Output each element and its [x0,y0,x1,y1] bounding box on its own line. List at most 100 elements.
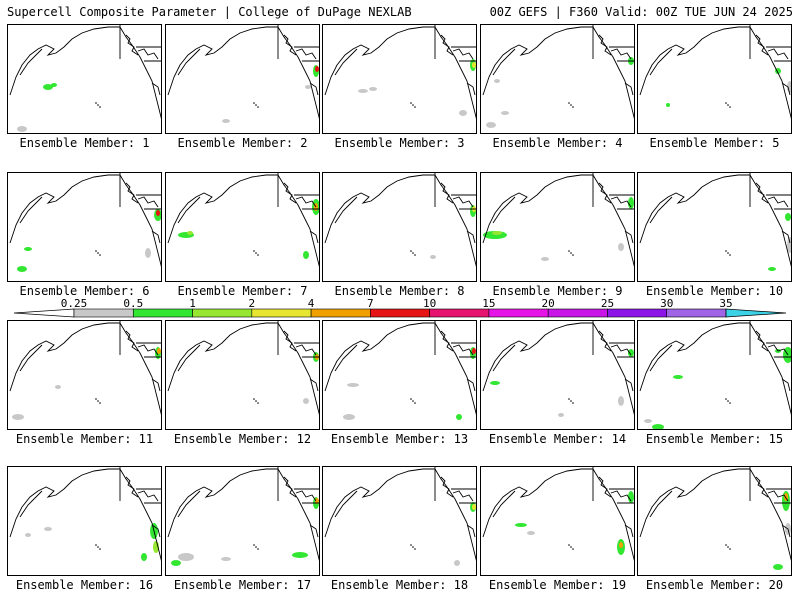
coastline [598,34,612,56]
coastline [434,26,476,119]
island [97,104,99,106]
coastline [598,182,612,204]
island [414,402,416,404]
coastline [309,230,319,244]
scp-contour-area [12,414,24,420]
coastline-map [482,321,634,417]
member-map [165,466,320,576]
scp-contour-area [494,79,500,83]
coastline [151,82,161,96]
scp-contour-area [666,103,670,107]
coastline-map [324,467,476,566]
scp-contour-area [17,266,27,272]
coastline [755,476,769,498]
colorbar-tick-label: 2 [249,297,256,310]
member-map [7,172,162,282]
coastline [767,196,789,208]
island [95,544,97,546]
island [99,548,101,550]
island [568,544,570,546]
island [570,546,572,548]
scp-contour-area [178,553,194,561]
coastline [440,34,454,56]
scp-contour-area [222,119,230,123]
ensemble-member-panel: Ensemble Member: 12 [165,320,320,446]
coastline [119,174,161,267]
coastline-map [639,173,791,271]
scp-contour-area [221,557,231,561]
scp-contour-area [515,523,527,527]
island [727,546,729,548]
coastline [598,330,612,352]
scp-contour-area [558,413,564,417]
coastline [482,26,593,96]
coastline [167,26,278,96]
coastline [610,196,632,208]
member-map [637,24,792,134]
coastline [167,322,278,392]
scp-contour-area [145,248,151,258]
colorbar-segment [547,308,608,318]
member-label: Ensemble Member: 7 [177,284,308,298]
island [570,252,572,254]
coastline [334,196,358,224]
coastline [492,490,516,518]
island [257,402,259,404]
coastline-map [9,173,161,272]
colorbar-tick-label: 0.25 [61,297,88,310]
run-valid-time: 00Z GEFS | F360 Valid: 00Z TUE JUN 24 20… [489,5,793,19]
island [253,398,255,400]
coastline-map [167,173,319,267]
coastline [755,330,769,352]
island [572,254,574,256]
member-map [480,172,635,282]
member-label: Ensemble Member: 20 [645,578,784,592]
coastline [151,230,161,244]
coastline [440,476,454,498]
scp-contour-area [303,398,309,404]
member-map [165,320,320,430]
island [572,548,574,550]
coastline [482,468,593,538]
coastline [452,196,474,208]
scp-contour-area [25,533,31,537]
coastline [19,196,43,224]
scp-contour-area [787,81,791,93]
island [410,250,412,252]
ensemble-member-panel: Ensemble Member: 20 [637,466,792,592]
island [99,402,101,404]
coastline [283,182,297,204]
member-label: Ensemble Member: 16 [15,578,154,592]
member-label: Ensemble Member: 17 [173,578,312,592]
ensemble-member-panel: Ensemble Member: 15 [637,320,792,446]
ensemble-member-panel: Ensemble Member: 9 [480,172,635,298]
scp-contour-area [369,87,377,91]
coastline-map [9,25,161,132]
ensemble-member-panel: Ensemble Member: 19 [480,466,635,592]
colorbar-high-arrow [725,308,787,318]
coastline [466,230,476,244]
coastline [781,524,791,538]
coastline [119,468,161,561]
coastline [125,476,139,498]
scp-contour-area [292,552,308,558]
coastline [492,196,516,224]
island [412,546,414,548]
coastline [309,524,319,538]
coastline [781,230,791,244]
ensemble-member-panel: Ensemble Member: 17 [165,466,320,592]
scp-contour-area [157,348,161,354]
member-map [322,172,477,282]
island [729,402,731,404]
island [412,252,414,254]
ensemble-member-panel: Ensemble Member: 7 [165,172,320,298]
colorbar-segment [370,308,430,318]
coastline [639,174,750,244]
coastline-map [639,321,791,429]
coastline [19,48,43,76]
scp-contour-area [44,527,52,531]
coastline [283,34,297,56]
scp-contour-area [492,231,502,235]
coastline [649,196,673,224]
coastline [639,322,750,392]
